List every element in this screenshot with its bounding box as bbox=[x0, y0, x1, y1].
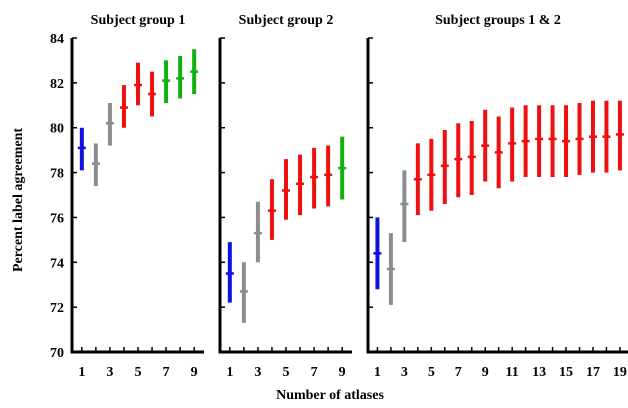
x-tick-label: 3 bbox=[401, 365, 408, 380]
error-bar-3 bbox=[400, 170, 409, 243]
error-bar-4 bbox=[413, 143, 422, 216]
x-tick-label: 1 bbox=[374, 365, 381, 380]
x-tick-label: 7 bbox=[163, 365, 170, 380]
error-bar-6 bbox=[440, 129, 449, 204]
x-tick-label: 19 bbox=[613, 365, 627, 380]
error-bar-12 bbox=[521, 105, 530, 178]
y-tick-label: 70 bbox=[50, 346, 64, 361]
x-tick-label: 9 bbox=[339, 365, 346, 380]
error-bar-5 bbox=[134, 62, 142, 106]
error-bar-6 bbox=[148, 71, 157, 117]
error-bar-2 bbox=[91, 143, 100, 187]
x-tick-label: 17 bbox=[586, 365, 600, 380]
y-tick-label: 82 bbox=[50, 77, 64, 92]
error-bar-9 bbox=[338, 136, 347, 200]
y-axis-label: Percent label agreement bbox=[11, 128, 26, 272]
x-tick-label: 1 bbox=[78, 365, 85, 380]
error-bar-4 bbox=[119, 85, 128, 128]
error-bar-1 bbox=[77, 127, 86, 171]
y-tick-label: 72 bbox=[50, 301, 64, 316]
panel-title: Subject group 1 bbox=[91, 13, 186, 28]
panel-title: Subject group 2 bbox=[239, 13, 334, 28]
error-bar-13 bbox=[535, 105, 544, 178]
y-tick-label: 84 bbox=[50, 32, 64, 47]
error-bar-4 bbox=[267, 179, 276, 240]
error-bar-9 bbox=[190, 49, 199, 95]
error-bar-5 bbox=[427, 138, 436, 211]
y-tick-label: 74 bbox=[50, 256, 64, 271]
x-tick-label: 9 bbox=[191, 365, 198, 380]
error-bar-17 bbox=[588, 100, 597, 173]
error-bar-16 bbox=[575, 103, 584, 175]
error-bar-14 bbox=[548, 105, 557, 178]
x-axis-label: Number of atlases bbox=[276, 388, 384, 403]
panel-title: Subject groups 1 & 2 bbox=[435, 13, 561, 28]
x-tick-label: 5 bbox=[283, 365, 290, 380]
y-tick-label: 80 bbox=[50, 122, 64, 137]
error-bar-15 bbox=[562, 105, 571, 178]
error-bar-3 bbox=[253, 201, 262, 263]
error-bar-1 bbox=[373, 217, 382, 290]
error-bar-2 bbox=[239, 262, 248, 323]
error-bar-7 bbox=[454, 123, 463, 198]
error-bar-6 bbox=[296, 154, 305, 216]
error-bar-5 bbox=[282, 159, 290, 220]
error-bar-18 bbox=[602, 100, 611, 173]
x-tick-label: 3 bbox=[106, 365, 113, 380]
panel-2: Subject group 2 1 3 5 7 9 bbox=[218, 13, 352, 380]
x-tick-label: 7 bbox=[311, 365, 318, 380]
error-bar-2 bbox=[386, 233, 395, 305]
x-tick-label: 9 bbox=[482, 365, 489, 380]
error-bar-7 bbox=[310, 147, 319, 209]
error-bar-8 bbox=[467, 120, 476, 195]
panel-3: Subject groups 1 & 21 3 5 7 9 11 13 15 17 19 bbox=[366, 13, 628, 380]
error-bar-1 bbox=[225, 242, 234, 303]
error-bar-10 bbox=[494, 116, 503, 189]
x-tick-label: 7 bbox=[455, 365, 462, 380]
error-bar-11 bbox=[508, 107, 517, 182]
error-bar-8 bbox=[176, 55, 185, 99]
y-tick-label: 76 bbox=[50, 211, 64, 226]
error-bar-9 bbox=[481, 109, 490, 182]
y-tick-label: 78 bbox=[50, 167, 64, 182]
error-bar-8 bbox=[324, 145, 333, 207]
x-tick-label: 1 bbox=[226, 365, 233, 380]
x-tick-label: 3 bbox=[254, 365, 261, 380]
error-bar-19 bbox=[615, 100, 624, 171]
error-bar-7 bbox=[162, 60, 171, 104]
x-tick-label: 11 bbox=[506, 365, 519, 380]
panel-1: Subject group 1 70 72 74 76 78 80 82 84 1 3 5 7 9 bbox=[50, 13, 204, 380]
x-tick-label: 5 bbox=[135, 365, 142, 380]
x-tick-label: 5 bbox=[428, 365, 435, 380]
x-tick-label: 13 bbox=[532, 365, 546, 380]
error-bar-3 bbox=[105, 103, 114, 146]
x-tick-label: 15 bbox=[559, 365, 573, 380]
